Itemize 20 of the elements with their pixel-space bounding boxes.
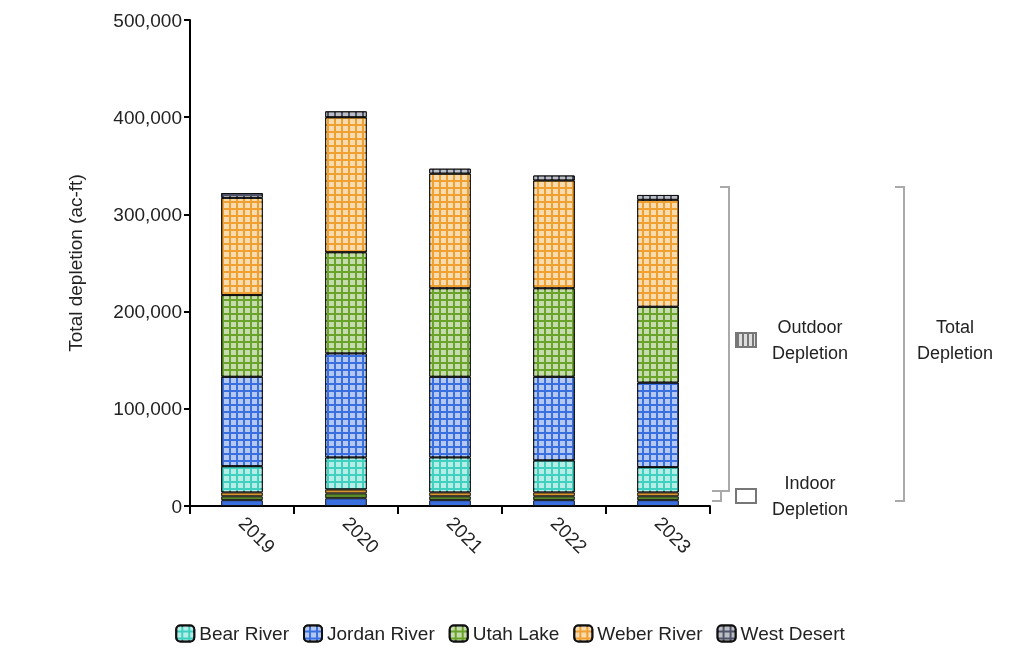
legend-label: Jordan River — [327, 623, 436, 644]
bar — [533, 500, 575, 506]
bar — [637, 500, 679, 506]
y-axis-title: Total depletion (ac-ft) — [65, 174, 86, 352]
text: Indoor Depletion — [770, 472, 850, 521]
legend-label: Bear River — [199, 623, 290, 644]
text: Total Depletion — [915, 316, 995, 365]
y-tick-label: 200,000 — [113, 301, 182, 323]
text: Outdoor Depletion — [770, 316, 850, 365]
y-tick-label: 300,000 — [113, 203, 182, 225]
legend-label: West Desert — [740, 623, 846, 644]
bar — [429, 500, 471, 506]
y-tick-label: 0 — [171, 495, 182, 517]
bar — [325, 498, 367, 506]
y-tick-label: 100,000 — [113, 398, 182, 420]
legend-label: Utah Lake — [472, 623, 560, 644]
y-tick-label: 400,000 — [113, 106, 182, 128]
y-tick-label: 500,000 — [113, 9, 182, 31]
legend-label: Weber River — [597, 623, 704, 644]
bar — [221, 500, 263, 506]
